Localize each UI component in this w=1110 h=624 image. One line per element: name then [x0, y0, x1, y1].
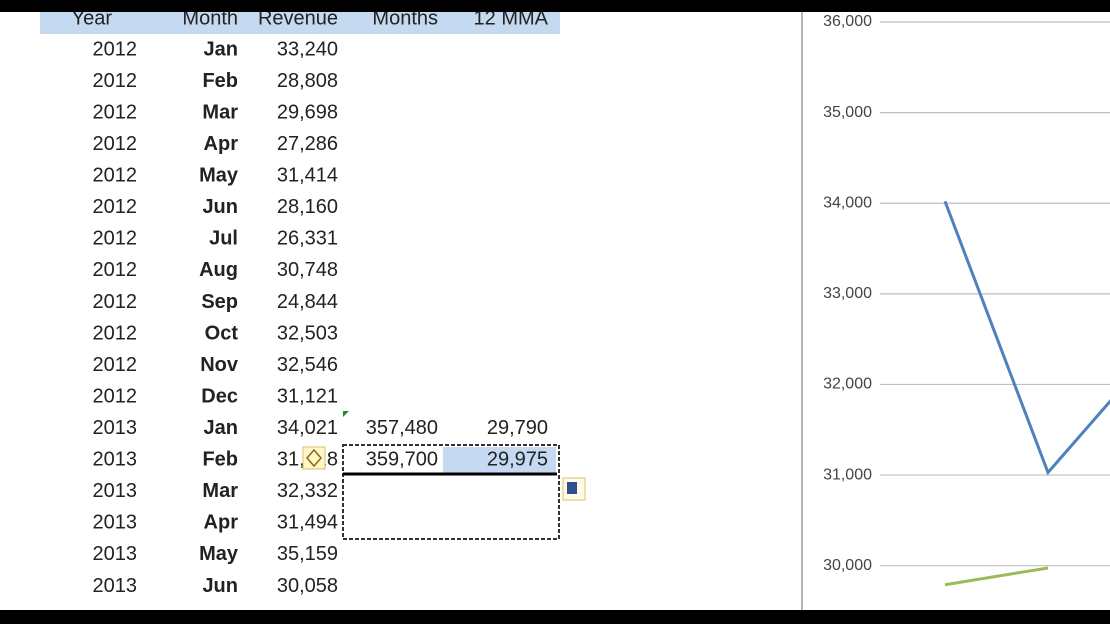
cell-month: Mar [202, 101, 238, 123]
cell-year: 2012 [93, 133, 138, 155]
cell-month: Nov [200, 354, 239, 376]
cell-month: Dec [201, 385, 238, 407]
cell-month: Jun [202, 196, 238, 218]
cell-revenue: 30,748 [277, 259, 338, 281]
cell-year: 2012 [93, 354, 138, 376]
cell-revenue: 29,698 [277, 101, 338, 123]
cell-revenue: 31,494 [277, 512, 338, 534]
y-tick-label: 34,000 [823, 194, 872, 211]
column-header: Months [372, 7, 438, 29]
cell-revenue: 24,844 [277, 291, 338, 313]
cell-revenue: 28,808 [277, 70, 338, 92]
cell-revenue: 31,121 [277, 385, 338, 407]
cell-month: Mar [202, 480, 238, 502]
cell-year: 2013 [93, 480, 138, 502]
cell-month: Jan [204, 417, 238, 439]
cell-month: Feb [202, 70, 238, 92]
cell-month: May [199, 543, 239, 565]
cell-year: 2012 [93, 322, 138, 344]
cell-sum: 357,480 [366, 417, 438, 439]
selected-cell [443, 447, 556, 473]
cell-sum: 359,700 [366, 449, 438, 471]
series-line [944, 566, 1049, 587]
paste-glyph [567, 482, 577, 494]
column-header: Year [72, 7, 113, 29]
cell-revenue: 33,240 [277, 38, 338, 60]
column-header: Month [182, 7, 238, 29]
cell-revenue: 30,058 [277, 575, 338, 597]
y-tick-label: 36,000 [823, 13, 872, 30]
cell-month: Jun [202, 575, 238, 597]
cell-month: Feb [202, 449, 238, 471]
cell-month: Sep [201, 291, 238, 313]
error-indicator [343, 411, 349, 417]
cell-year: 2013 [93, 449, 138, 471]
cell-year: 2012 [93, 385, 138, 407]
cell-month: Apr [204, 512, 239, 534]
copy-marquee [342, 444, 560, 540]
cell-revenue: 28,160 [277, 196, 338, 218]
y-tick-label: 32,000 [823, 376, 872, 393]
cell-revenue: 31,414 [277, 165, 338, 187]
cell-revenue: 27,286 [277, 133, 338, 155]
cell-year: 2012 [93, 70, 138, 92]
cell-revenue: 35,159 [277, 543, 338, 565]
cell-month: Jul [209, 228, 238, 250]
overlay [302, 411, 586, 540]
y-tick-label: 31,000 [823, 466, 872, 483]
cell-year: 2012 [93, 196, 138, 218]
cell-month: May [199, 165, 239, 187]
cell-year: 2013 [93, 512, 138, 534]
cell-revenue: 32,546 [277, 354, 338, 376]
y-tick-label: 35,000 [823, 104, 872, 121]
column-header: 12 MMA [474, 7, 549, 29]
cell-year: 2013 [93, 575, 138, 597]
cell-revenue: 34,021 [277, 417, 338, 439]
content: Year Month Revenue Months 12 MMA 2012 Jan 33,24… [40, 6, 1110, 612]
cell-revenue: 26,331 [277, 228, 338, 250]
cell-month: Jan [204, 38, 238, 60]
cell-month: Apr [204, 133, 239, 155]
smart-tag[interactable] [302, 446, 326, 470]
cell-year: 2013 [93, 543, 138, 565]
cell-month: Oct [205, 322, 239, 344]
column-header: Revenue [258, 7, 338, 29]
cell-year: 2012 [93, 165, 138, 187]
cell-mma: 29,975 [487, 449, 548, 471]
smart-tag-glyph [306, 448, 322, 468]
cell-year: 2012 [93, 38, 138, 60]
cell-year: 2012 [93, 291, 138, 313]
top-bar [0, 0, 1110, 12]
cell-year: 2012 [93, 101, 138, 123]
y-tick-label: 33,000 [823, 285, 872, 302]
cell-mma: 29,790 [487, 417, 548, 439]
cell-year: 2012 [93, 259, 138, 281]
bottom-bar [0, 610, 1110, 624]
cell-year: 2013 [93, 417, 138, 439]
cell-revenue: 32,332 [277, 480, 338, 502]
cell-year: 2012 [93, 228, 138, 250]
cell-month: Aug [199, 259, 238, 281]
series-line [943, 200, 1110, 476]
y-tick-label: 30,000 [823, 557, 872, 574]
cell-revenue: 32,503 [277, 322, 338, 344]
